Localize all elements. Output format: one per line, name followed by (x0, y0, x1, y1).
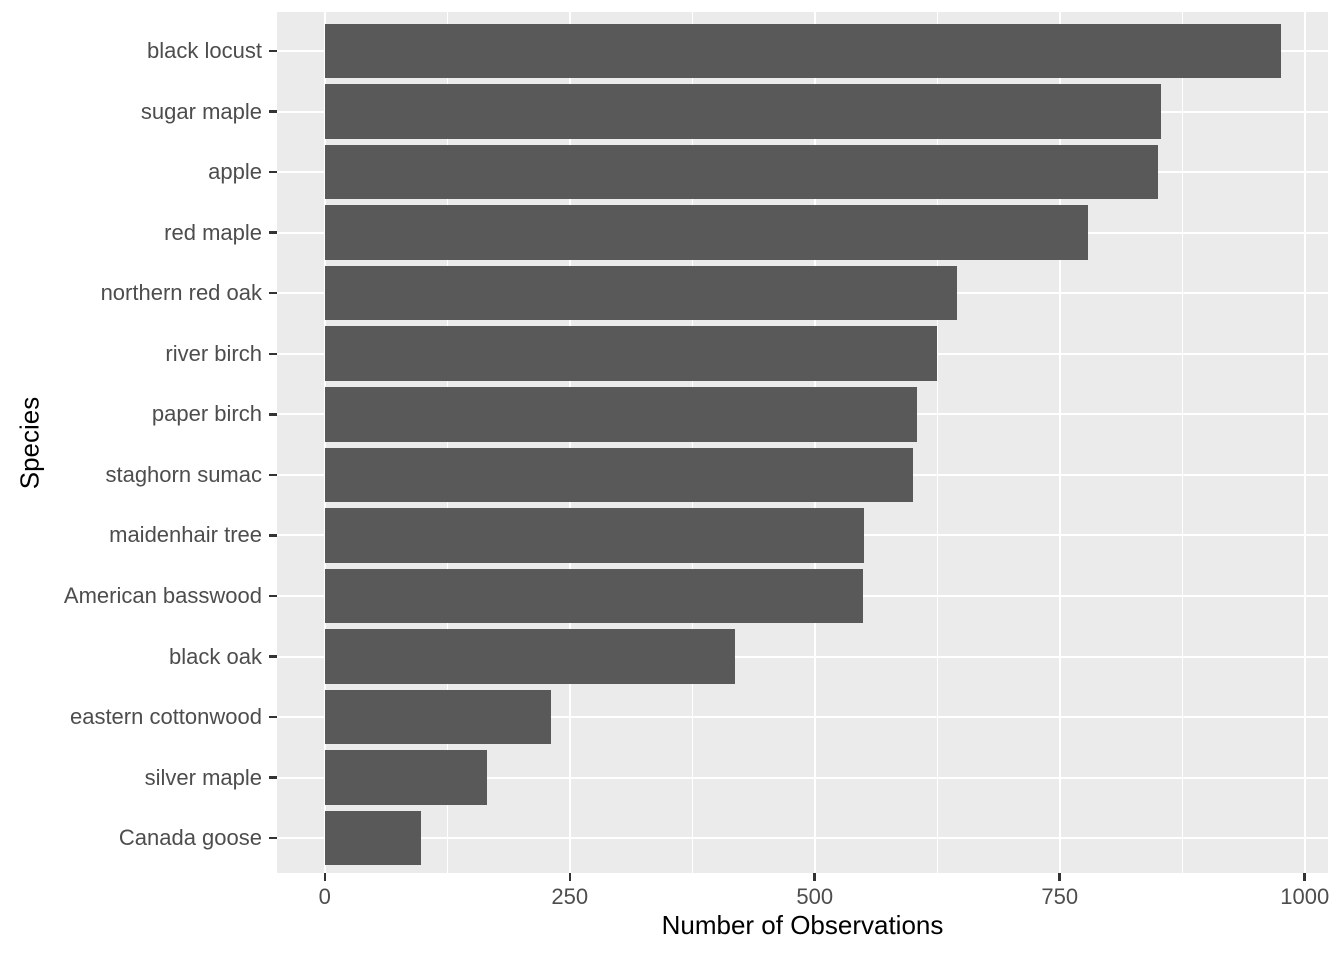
grid-line-vertical-major (568, 12, 571, 873)
x-tick-label: 500 (796, 884, 834, 909)
x-tick-label: 250 (551, 884, 589, 909)
bar (324, 144, 1158, 200)
x-tick-mark (568, 873, 571, 881)
grid-line-vertical-major (1058, 12, 1061, 873)
y-tick-label: American basswood (63, 582, 262, 608)
grid-line-horizontal-major (277, 837, 1328, 840)
bar (324, 23, 1282, 79)
bar (324, 447, 913, 503)
y-tick-label: black locust (147, 38, 262, 63)
bar (324, 568, 863, 624)
y-tick-mark (268, 473, 277, 477)
y-tick-label: silver maple (144, 764, 262, 790)
y-tick-mark (268, 110, 277, 113)
bar (324, 265, 957, 321)
y-tick-mark (268, 594, 277, 598)
y-tick-label: northern red oak (100, 280, 262, 306)
x-tick-label: 750 (1041, 884, 1079, 909)
bar (324, 689, 552, 745)
y-tick-mark (268, 170, 277, 174)
y-tick-mark (268, 534, 277, 537)
bar (324, 84, 1161, 139)
bar (324, 205, 1089, 260)
y-tick-mark (268, 836, 277, 840)
y-tick-label: eastern cottonwood (69, 704, 262, 730)
y-tick-mark (268, 49, 277, 53)
bar (324, 326, 938, 382)
grid-line-vertical-major (1303, 12, 1306, 873)
y-tick-mark (268, 291, 277, 295)
grid-line-vertical-minor (691, 12, 693, 873)
grid-line-horizontal-major (277, 776, 1328, 779)
y-tick-label: red maple (164, 219, 262, 245)
x-tick-label: 1000 (1280, 884, 1330, 909)
bar (324, 387, 917, 442)
y-tick-label: apple (208, 159, 262, 185)
x-tick-mark (813, 873, 816, 881)
grid-line-vertical-minor (1181, 12, 1183, 873)
y-tick-label: river birch (165, 340, 262, 366)
bar (324, 629, 736, 684)
grid-line-vertical-minor (446, 12, 448, 873)
y-tick-label: maidenhair tree (109, 522, 262, 548)
y-tick-mark (268, 413, 277, 416)
y-tick-mark (268, 715, 277, 719)
grid-line-horizontal-major (277, 655, 1328, 658)
x-tick-label: 0 (318, 884, 331, 909)
y-tick-label: black oak (169, 643, 262, 669)
bar (324, 750, 488, 805)
x-tick-mark (1058, 873, 1061, 881)
bar (324, 810, 421, 866)
y-tick-label: paper birch (151, 401, 262, 427)
y-tick-mark (268, 776, 277, 779)
y-axis-title: Species (14, 396, 45, 489)
x-tick-mark (1303, 873, 1306, 881)
y-tick-mark (268, 231, 277, 234)
grid-line-vertical-minor (936, 12, 938, 873)
y-tick-label: staghorn sumac (105, 461, 262, 487)
y-tick-mark (268, 655, 277, 658)
grid-line-vertical-major (323, 12, 326, 873)
y-tick-label: sugar maple (140, 98, 262, 124)
bar (324, 508, 864, 563)
y-tick-mark (268, 352, 277, 355)
grid-line-horizontal-major (277, 716, 1328, 719)
x-tick-mark (323, 873, 327, 881)
grid-line-vertical-major (813, 12, 816, 873)
y-tick-label: Canada goose (118, 825, 262, 851)
x-axis-title: Number of Observations (661, 910, 944, 940)
